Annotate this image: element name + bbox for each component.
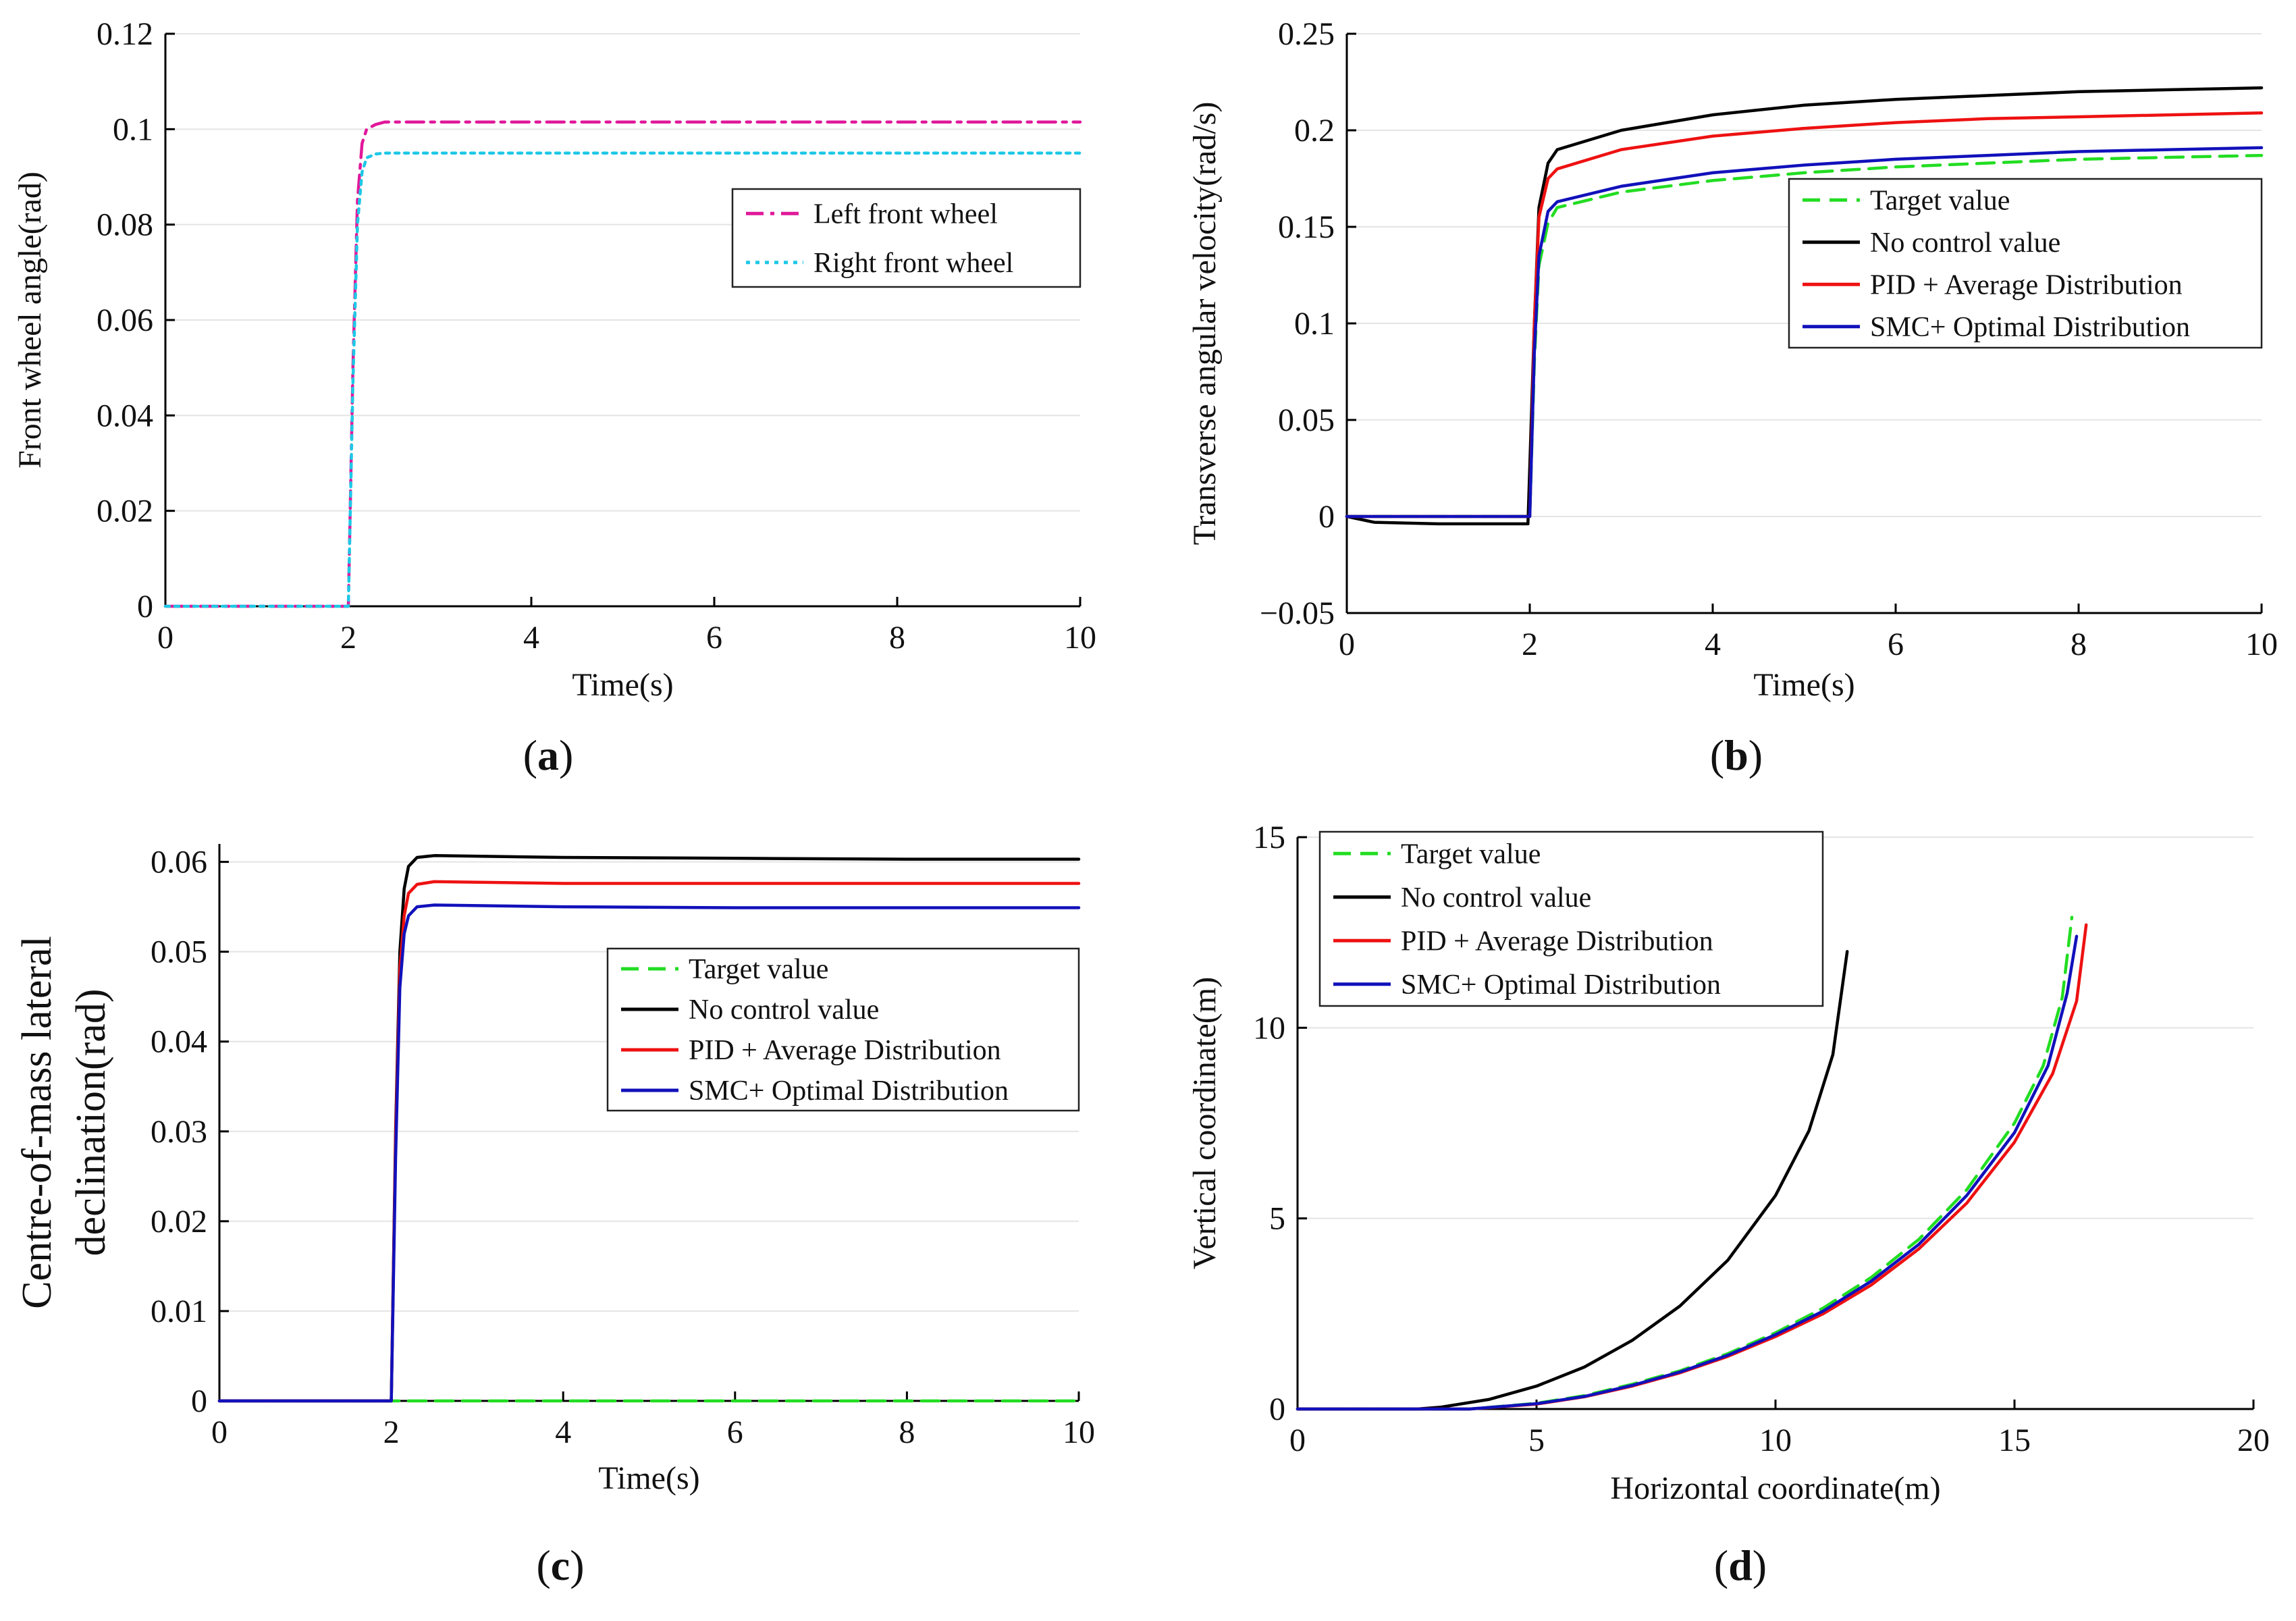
legend: Target value No control value PID + Averag… xyxy=(1318,830,1824,1007)
legend-entry: No control value xyxy=(1401,882,1591,913)
x-axis-label: Time(s) xyxy=(598,1460,699,1496)
panel-label: (b) xyxy=(1710,731,1763,779)
x-tick-label: 2 xyxy=(1522,627,1538,662)
y-tick-label: 0.25 xyxy=(1278,16,1335,52)
series-line-1 xyxy=(1345,86,2264,526)
y-tick-label: 0.03 xyxy=(151,1114,207,1150)
y-tick-label: 0.08 xyxy=(97,207,153,243)
x-axis-label: Time(s) xyxy=(1753,667,1854,703)
x-tick-label: 20 xyxy=(2237,1423,2270,1458)
legend-entry: PID + Average Distribution xyxy=(689,1035,1001,1066)
y-tick-label: 0.06 xyxy=(151,845,207,880)
y-tick-label: 0.05 xyxy=(151,934,207,970)
panel-label: (d) xyxy=(1714,1541,1767,1589)
y-axis-label: Vertical coordinate(m) xyxy=(1187,977,1223,1269)
legend-box xyxy=(731,188,1082,288)
legend-entry: Right front wheel xyxy=(813,248,1013,279)
x-tick-label: 4 xyxy=(555,1414,571,1450)
x-tick-label: 8 xyxy=(2071,627,2087,662)
y-tick-label: 0.1 xyxy=(113,111,153,147)
panel-label: (c) xyxy=(536,1541,584,1589)
legend-entry: Left front wheel xyxy=(813,198,998,230)
legend-entry: Target value xyxy=(689,954,828,985)
plot-area xyxy=(219,844,1079,1401)
y-tick-label: 0 xyxy=(191,1383,207,1419)
x-tick-label: 15 xyxy=(1998,1423,2031,1458)
series-line-1 xyxy=(163,151,1082,608)
chart-panel-d: 0 5 10 15 20 0 5 10 15 Horizontal coordinate(m) Ve… xyxy=(1187,820,2270,1589)
series-line-1 xyxy=(1296,950,1849,1411)
y-axis-label-line: declination(rad) xyxy=(68,989,114,1256)
y-tick-label: 5 xyxy=(1269,1201,1285,1237)
legend-entry: No control value xyxy=(689,994,879,1026)
y-tick-label: 0.06 xyxy=(97,302,153,338)
x-tick-label: 4 xyxy=(1705,627,1721,662)
legend-box xyxy=(606,947,1080,1112)
x-tick-label: 4 xyxy=(523,620,539,656)
x-tick-label: 10 xyxy=(2245,627,2278,662)
y-tick-label: 0.02 xyxy=(151,1204,207,1240)
x-tick-label: 0 xyxy=(1339,627,1355,662)
y-tick-label: 0.05 xyxy=(1278,402,1335,438)
y-axis-label: Transverse angular velocity(rad/s) xyxy=(1187,102,1223,546)
y-tick-label: −0.05 xyxy=(1260,595,1335,631)
chart-panel-c: 0 2 4 6 8 10 0 0.01 0.02 0.03 0.04 0.05 0.06 Time(s) C… xyxy=(14,844,1095,1589)
legend-entry: PID + Average Distribution xyxy=(1870,269,2183,300)
y-tick-label: 15 xyxy=(1253,820,1285,855)
x-tick-label: 10 xyxy=(1064,620,1096,656)
legend: Target value No control value PID + Averag… xyxy=(606,947,1080,1112)
x-tick-label: 10 xyxy=(1063,1414,1095,1450)
y-tick-label: 0.04 xyxy=(151,1024,207,1060)
legend: Target value No control value PID + Averag… xyxy=(1788,178,2263,349)
x-axis-label: Horizontal coordinate(m) xyxy=(1610,1470,1940,1506)
x-tick-label: 6 xyxy=(727,1414,743,1450)
x-tick-label: 5 xyxy=(1528,1423,1545,1458)
chart-panel-a: 0 2 4 6 8 10 0 0.02 0.04 0.06 0.08 0.1 0.12 Time(s) Fr… xyxy=(12,16,1096,779)
y-tick-label: 0.1 xyxy=(1294,306,1335,342)
x-tick-label: 8 xyxy=(899,1414,915,1450)
legend: Left front wheel Right front wheel xyxy=(731,188,1082,288)
x-tick-label: 0 xyxy=(1289,1423,1306,1458)
legend-entry: Target value xyxy=(1401,839,1541,870)
x-tick-label: 8 xyxy=(889,620,905,656)
legend-entry: PID + Average Distribution xyxy=(1401,926,1713,957)
y-tick-label: 0.02 xyxy=(97,494,153,529)
x-tick-label: 6 xyxy=(1888,627,1904,662)
x-tick-label: 6 xyxy=(706,620,722,656)
y-tick-label: 0 xyxy=(137,589,153,625)
x-tick-label: 2 xyxy=(340,620,356,656)
y-axis-label-line: Centre-of-mass lateral xyxy=(14,936,60,1309)
y-tick-label: 0 xyxy=(1269,1391,1285,1427)
series-line-3 xyxy=(1345,146,2264,519)
y-tick-label: 0.04 xyxy=(97,398,153,433)
x-tick-label: 0 xyxy=(157,620,173,656)
series-line-0 xyxy=(1296,915,2074,1411)
x-axis-label: Time(s) xyxy=(572,667,673,703)
y-tick-label: 0.2 xyxy=(1294,113,1335,149)
legend-entry: No control value xyxy=(1870,228,2060,259)
y-tick-label: 0.12 xyxy=(97,16,153,52)
legend-entry: SMC+ Optimal Distribution xyxy=(1870,312,2190,343)
y-tick-label: 0 xyxy=(1318,499,1335,535)
panel-label: (a) xyxy=(523,731,574,779)
legend-box xyxy=(1318,830,1824,1007)
x-tick-label: 0 xyxy=(211,1414,228,1450)
y-tick-label: 0.15 xyxy=(1278,209,1335,245)
y-axis-label: Front wheel angle(rad) xyxy=(12,171,48,469)
series-line-3 xyxy=(217,903,1081,1403)
legend-entry: SMC+ Optimal Distribution xyxy=(689,1075,1009,1107)
series-line-0 xyxy=(163,120,1082,608)
legend-box xyxy=(1788,178,2263,349)
series-line-3 xyxy=(1296,934,2079,1411)
legend-entry: SMC+ Optimal Distribution xyxy=(1401,969,1721,1001)
legend-entry: Target value xyxy=(1870,185,2010,216)
y-tick-label: 10 xyxy=(1253,1010,1285,1046)
x-tick-label: 2 xyxy=(383,1414,400,1450)
y-tick-label: 0.01 xyxy=(151,1294,207,1329)
chart-panel-b: 0 2 4 6 8 10−0.0500.050.10.150.20.25Time(s)Tr… xyxy=(1187,16,2278,779)
x-tick-label: 10 xyxy=(1759,1423,1792,1458)
